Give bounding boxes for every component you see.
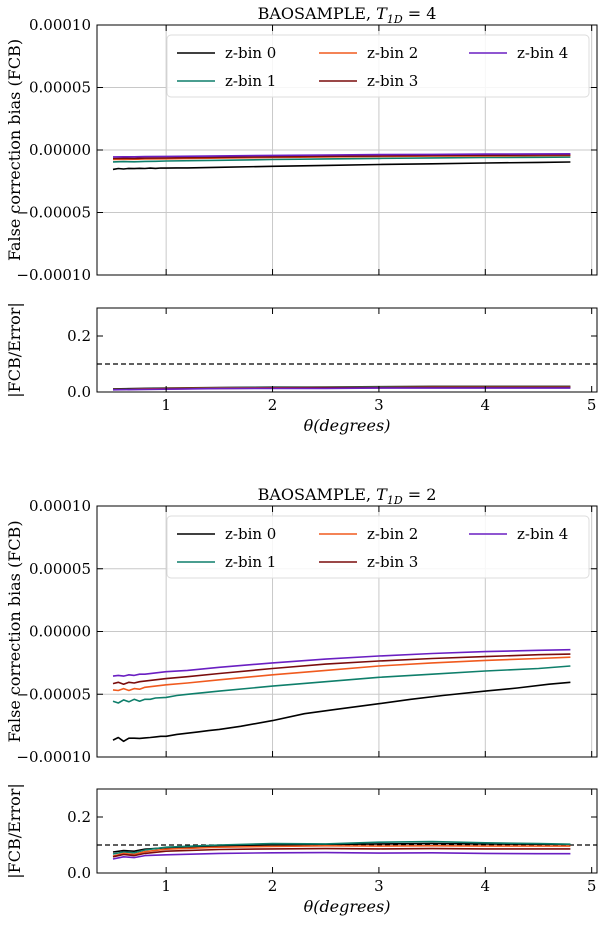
y-axis-label: |FCB/Error| [5,783,24,879]
panel-3: 0.0 0.2 1 2 3 4 5 |FCB/Error| θ(degrees) [5,783,598,916]
series-line-z-bin-2 [112,844,571,857]
series-line-z-bin-3 [112,653,571,686]
series-line-z-bin-1 [112,665,571,704]
y-tick-label: 0.00005 [29,560,91,578]
legend-label: z-bin 2 [367,44,418,62]
title-var: T [376,4,388,23]
y-tick-label: 0.0 [67,864,91,882]
title-suffix: = 2 [403,485,437,504]
series-line-z-bin-4 [112,387,571,391]
series-line-z-bin-3 [112,847,571,858]
legend-label: z-bin 3 [367,72,418,90]
axes-frame [96,307,598,393]
x-tick-label: 1 [161,396,171,414]
legend-label: z-bin 4 [517,525,568,543]
legend-label: z-bin 1 [225,72,276,90]
legend-label: z-bin 0 [225,44,276,62]
legend-label: z-bin 3 [367,553,418,571]
series-line-z-bin-4 [112,851,571,860]
legend-box [166,34,590,98]
series-line-z-bin-1 [112,840,571,855]
series-line-z-bin-0 [112,842,571,853]
legend-label: z-bin 2 [367,525,418,543]
series-line-z-bin-4 [112,648,571,677]
series-line-z-bin-0 [112,681,571,743]
title-prefix: BAOSAMPLE, [258,4,377,23]
legend-label: z-bin 1 [225,553,276,571]
x-tick-label: 3 [374,877,384,895]
y-tick-label: 0.00000 [29,141,91,159]
axes-frame [96,788,598,874]
panel-0: −0.00010 −0.00005 0.00000 0.00005 0.00010 Fal… [5,4,598,284]
x-tick-label: 2 [268,396,278,414]
x-tick-label: 3 [374,396,384,414]
y-tick-label: 0.0 [67,383,91,401]
title-sub: 1D [387,494,403,507]
series-line-z-bin-0 [112,161,571,171]
y-axis-label: False correction bias (FCB) [5,39,24,261]
x-tick-label: 5 [587,877,597,895]
y-tick-label: 0.2 [67,327,91,345]
title-var: T [376,485,388,504]
x-axis-label: θ(degrees) [304,897,391,916]
series-line-z-bin-3 [112,154,571,160]
y-tick-label: 0.00000 [29,623,91,641]
y-tick-label: 0.00010 [29,16,91,34]
x-tick-label: 4 [481,396,491,414]
legend-label: z-bin 0 [225,525,276,543]
y-tick-label: 0.2 [67,808,91,826]
y-tick-label: 0.00005 [29,79,91,97]
series-line-z-bin-4 [112,153,571,158]
x-tick-label: 1 [161,877,171,895]
y-axis-label: |FCB/Error| [5,302,24,398]
title-suffix: = 4 [403,4,437,23]
series-line-z-bin-2 [112,656,571,692]
y-tick-label: −0.00005 [16,204,91,222]
legend-label: z-bin 4 [517,44,568,62]
legend-box [166,515,590,579]
chart-title: BAOSAMPLE, T1D = 4 [258,4,437,26]
x-axis-label: θ(degrees) [304,416,391,435]
x-tick-label: 2 [268,877,278,895]
panel-1: 0.0 0.2 1 2 3 4 5 |FCB/Error| θ(degrees) [5,302,598,435]
y-axis-label: False correction bias (FCB) [5,520,24,742]
x-tick-label: 4 [481,877,491,895]
y-tick-label: −0.00005 [16,685,91,703]
chart-title: BAOSAMPLE, T1D = 2 [258,485,437,507]
title-prefix: BAOSAMPLE, [258,485,377,504]
y-tick-label: 0.00010 [29,497,91,515]
y-tick-label: −0.00010 [16,748,91,766]
title-sub: 1D [387,13,403,26]
x-tick-label: 5 [587,396,597,414]
series-line-z-bin-1 [112,156,571,163]
y-tick-label: −0.00010 [16,266,91,284]
panel-2: −0.00010 −0.00005 0.00000 0.00005 0.00010 Fal… [5,485,598,766]
